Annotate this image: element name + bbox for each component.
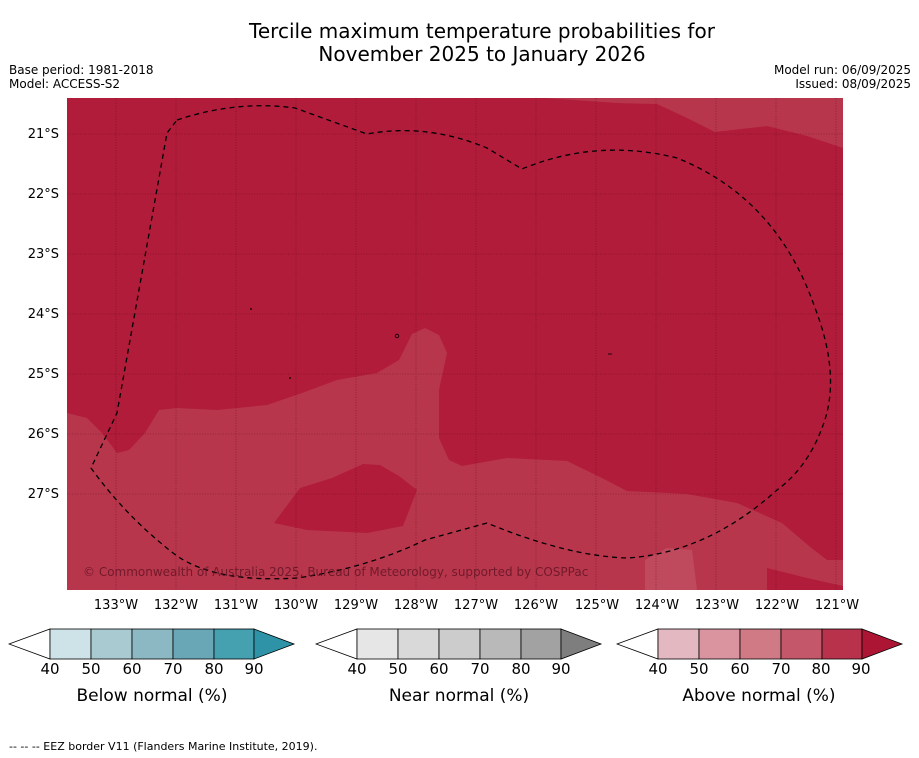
lat-label: 25°S xyxy=(27,367,59,382)
cbar-swatch xyxy=(821,628,863,660)
cbar-tick: 70 xyxy=(470,660,490,678)
cbar-swatch xyxy=(698,628,741,660)
band-80-90-south-pocket xyxy=(274,464,417,533)
lon-label: 124°W xyxy=(634,598,680,613)
cbar-tick: 80 xyxy=(511,660,531,678)
lon-label: 128°W xyxy=(393,598,439,613)
lon-label: 127°W xyxy=(453,598,499,613)
cbar-tick: 80 xyxy=(204,660,224,678)
probability-map: © Commonwealth of Australia 2025, Bureau… xyxy=(67,98,843,590)
lon-label: 129°W xyxy=(333,598,379,613)
lon-label: 121°W xyxy=(814,598,860,613)
lat-label: 23°S xyxy=(27,247,59,262)
lon-label: 132°W xyxy=(153,598,199,613)
cbar-swatch xyxy=(397,628,440,660)
cbar-tick: 60 xyxy=(730,660,750,678)
lat-label: 27°S xyxy=(27,487,59,502)
map-title: Tercile maximum temperature probabilitie… xyxy=(0,20,919,66)
cbar-tick: 90 xyxy=(244,660,264,678)
cbar-swatch xyxy=(213,628,255,660)
cbar-tick: 40 xyxy=(347,660,367,678)
issued-date: Issued: 08/09/2025 xyxy=(795,77,911,91)
run-info: Model run: 06/09/2025 Issued: 08/09/2025 xyxy=(774,63,911,91)
lon-label: 133°W xyxy=(93,598,139,613)
cbar-swatch xyxy=(8,628,51,660)
cbar-swatch xyxy=(616,628,659,660)
cbar-tick: 40 xyxy=(648,660,668,678)
cbar-swatch xyxy=(90,628,133,660)
model-name: Model: ACCESS-S2 xyxy=(9,77,121,91)
cbar-tick: 50 xyxy=(81,660,101,678)
cbar-tick: 60 xyxy=(429,660,449,678)
cbar-swatch xyxy=(49,628,92,660)
cbar-swatch xyxy=(356,628,399,660)
cbar-swatch xyxy=(438,628,481,660)
band-80-90-bottom-right xyxy=(767,568,843,590)
band-70-80-light-patch xyxy=(645,548,697,590)
graticule xyxy=(67,98,843,590)
cbar-tick: 50 xyxy=(689,660,709,678)
map-canvas xyxy=(67,98,843,590)
cbar-tick: 60 xyxy=(122,660,142,678)
lat-label: 21°S xyxy=(27,127,59,142)
model-run-date: Model run: 06/09/2025 xyxy=(773,63,911,77)
title-line-1: Tercile maximum temperature probabilitie… xyxy=(249,19,715,43)
lat-label: 22°S xyxy=(27,187,59,202)
island-marker xyxy=(394,333,400,339)
cbar-swatch xyxy=(315,628,358,660)
lon-label: 126°W xyxy=(513,598,559,613)
cbar-swatch xyxy=(131,628,174,660)
colorbar-title: Below normal (%) xyxy=(76,686,228,706)
cbar-tick: 90 xyxy=(851,660,871,678)
cbar-swatch xyxy=(780,628,823,660)
lon-label: 125°W xyxy=(574,598,620,613)
cbar-tick: 80 xyxy=(811,660,831,678)
cbar-swatch xyxy=(560,628,603,660)
model-info: Base period: 1981-2018 Model: ACCESS-S2 xyxy=(9,63,154,91)
colorbar-title: Near normal (%) xyxy=(388,686,530,706)
cbar-swatch xyxy=(253,628,296,660)
lon-label: 131°W xyxy=(213,598,259,613)
lat-label: 24°S xyxy=(27,307,59,322)
island-marker xyxy=(289,377,291,379)
cbar-swatch xyxy=(172,628,215,660)
title-line-2: November 2025 to January 2026 xyxy=(318,42,646,66)
colorbar-title: Above normal (%) xyxy=(682,686,836,706)
cbar-tick: 40 xyxy=(40,660,60,678)
cbar-swatch xyxy=(479,628,522,660)
cbar-swatch xyxy=(739,628,782,660)
cbar-tick: 70 xyxy=(163,660,183,678)
cbar-tick: 70 xyxy=(771,660,791,678)
base-period: Base period: 1981-2018 xyxy=(9,63,154,77)
cbar-swatch xyxy=(657,628,700,660)
colorbar-near-normal xyxy=(315,628,603,660)
colorbar-below-normal xyxy=(8,628,296,660)
footnote: -- -- -- EEZ border V11 (Flanders Marine… xyxy=(9,740,318,753)
island-marker xyxy=(250,308,252,310)
lon-label: 130°W xyxy=(273,598,319,613)
copyright-notice: © Commonwealth of Australia 2025, Bureau… xyxy=(83,565,589,579)
lon-label: 123°W xyxy=(694,598,740,613)
colorbar-above-normal xyxy=(616,628,904,660)
band-70-80-top-right xyxy=(545,98,843,148)
cbar-swatch xyxy=(861,628,904,660)
eez-border xyxy=(90,105,832,580)
band-70-80-south xyxy=(67,328,843,590)
lat-label: 26°S xyxy=(27,427,59,442)
lon-label: 122°W xyxy=(754,598,800,613)
cbar-tick: 90 xyxy=(551,660,571,678)
cbar-tick: 50 xyxy=(388,660,408,678)
cbar-swatch xyxy=(520,628,562,660)
